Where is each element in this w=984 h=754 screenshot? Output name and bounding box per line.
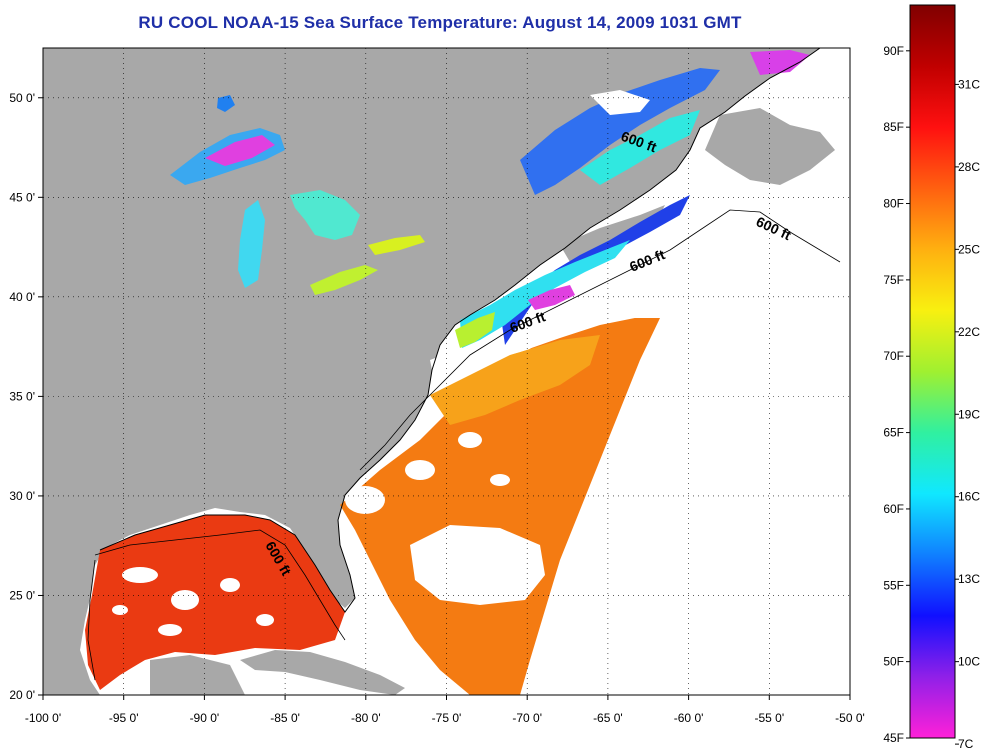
x-tick-label: -80 0': [351, 711, 381, 725]
colorbar-f-label: 45F: [883, 731, 904, 745]
y-tick-label: 30 0': [9, 489, 35, 503]
st-lawrence-cyan: [580, 110, 700, 185]
colorbar-f-label: 90F: [883, 44, 904, 58]
x-tick-label: -70 0': [512, 711, 542, 725]
colorbar-f-label: 65F: [883, 426, 904, 440]
x-tick-label: -100 0': [25, 711, 61, 725]
lake-ontario: [368, 235, 425, 255]
colorbar-c-label: 10C: [958, 655, 980, 669]
x-tick-label: -65 0': [593, 711, 623, 725]
gulf-of-maine-cold: [500, 195, 690, 345]
colorbar-fahrenheit-labels: 45F 50F 55F 60F 65F 70F 75F 80F 85F 90F: [883, 44, 910, 745]
colorbar-c-label: 25C: [958, 242, 980, 256]
colorbar-c-label: 16C: [958, 490, 980, 504]
isobath-600ft: [94, 209, 841, 641]
colorbar-f-label: 60F: [883, 502, 904, 516]
gulf-st-lawrence-white: [590, 90, 650, 115]
mid-atlantic-shelf-sst: [430, 335, 600, 425]
colorbar-f-label: 55F: [883, 578, 904, 592]
colorbar-c-label: 7C: [958, 737, 974, 751]
colorbar-c-label: 28C: [958, 160, 980, 174]
colorbar-c-label: 13C: [958, 572, 980, 586]
atlantic-warm-swath: [340, 318, 660, 695]
nova-scotia-land: [560, 205, 665, 262]
colorbar-gradient: [909, 4, 956, 739]
colorbar-f-label: 75F: [883, 273, 904, 287]
y-tick-label: 50 0': [9, 91, 35, 105]
colorbar-celsius-labels: 7C 10C 13C 16C 19C 22C 25C 28C 31C: [955, 77, 980, 751]
x-tick-label: -60 0': [674, 711, 704, 725]
gulf-of-mexico-sst: [85, 515, 345, 690]
colorbar-c-label: 19C: [958, 407, 980, 421]
atlantic-cloud-block: [410, 525, 545, 605]
lake-huron: [290, 190, 360, 240]
temperature-colorbar: 45F 50F 55F 60F 65F 70F 75F 80F 85F 90F 7C 10C 13C 1…: [883, 4, 980, 751]
st-lawrence-cold: [520, 68, 720, 195]
colorbar-f-label: 80F: [883, 197, 904, 211]
y-tick-label: 40 0': [9, 290, 35, 304]
coastline: [99, 48, 821, 613]
y-tick-label: 45 0': [9, 190, 35, 204]
y-tick-label: 25 0': [9, 588, 35, 602]
latitude-axis: 20 0' 25 0' 30 0' 35 0' 40 0' 45 0' 50 0': [9, 91, 43, 702]
lake-winnipeg-small: [217, 95, 235, 112]
y-tick-label: 20 0': [9, 688, 35, 702]
colorbar-f-label: 85F: [883, 120, 904, 134]
gulf-cloud-patches: [112, 567, 274, 636]
x-tick-label: -50 0': [835, 711, 865, 725]
hatteras-cloud-band: [430, 295, 660, 385]
lake-superior-magenta: [205, 135, 275, 166]
newfoundland-land: [705, 108, 835, 185]
isobath-600ft-gulf: [87, 559, 96, 681]
longitude-axis: -100 0' -95 0' -90 0' -85 0' -80 0' -75 0' -70…: [25, 695, 865, 725]
yucatan-land: [150, 655, 245, 695]
colorbar-f-label: 50F: [883, 655, 904, 669]
x-tick-label: -75 0': [432, 711, 462, 725]
colorbar-f-label: 70F: [883, 349, 904, 363]
lake-michigan: [238, 200, 265, 288]
colorbar-c-label: 22C: [958, 325, 980, 339]
x-tick-label: -55 0': [754, 711, 784, 725]
coast-cloud-patches: [345, 432, 510, 514]
x-tick-label: -90 0': [190, 711, 220, 725]
x-tick-label: -95 0': [109, 711, 139, 725]
x-tick-label: -85 0': [270, 711, 300, 725]
colorbar-c-label: 31C: [958, 77, 980, 91]
map-title: RU COOL NOAA-15 Sea Surface Temperature:…: [138, 13, 742, 32]
lake-erie: [310, 265, 378, 295]
new-jersey-yellow-green: [455, 312, 495, 348]
cuba-land: [240, 650, 405, 695]
y-tick-label: 35 0': [9, 389, 35, 403]
labrador-magenta: [750, 50, 810, 75]
long-island-magenta: [528, 285, 575, 310]
